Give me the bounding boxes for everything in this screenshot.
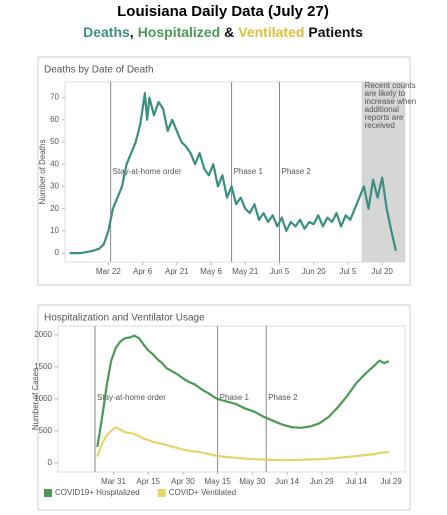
x-tick-label: Jun 5 — [270, 267, 290, 276]
x-tick-label: Apr 6 — [133, 267, 153, 276]
legend-swatch — [44, 489, 52, 497]
page-title: Louisiana Daily Data (July 27) — [117, 3, 329, 20]
subtitle-part: Patients — [308, 24, 363, 40]
y-tick-label: 30 — [50, 182, 59, 191]
legend-swatch — [157, 489, 166, 497]
series-line — [69, 92, 397, 255]
y-tick-label: 40 — [50, 159, 59, 168]
subtitle-part: Deaths — [83, 24, 130, 40]
x-tick-label: May 21 — [232, 267, 259, 276]
legend-label: COVID19+ Hospitalized — [55, 488, 140, 497]
y-tick-label: 1000 — [34, 394, 52, 403]
subtitle-part: Ventilated — [238, 24, 304, 40]
event-label: Phase 2 — [268, 393, 298, 402]
event-label: Stay-at-home order — [113, 167, 182, 176]
y-tick-label: 20 — [50, 204, 59, 213]
x-tick-label: May 6 — [200, 267, 222, 276]
x-tick-label: May 15 — [205, 477, 232, 486]
event-label: Phase 2 — [281, 167, 311, 176]
legend-label: COVID+ Ventilated — [169, 488, 236, 497]
x-tick-label: Jun 14 — [275, 477, 300, 486]
x-tick-label: Mar 22 — [96, 267, 121, 276]
series-line — [96, 426, 389, 462]
page-subtitle: Deaths, Hospitalized & Ventilated Patients — [83, 24, 363, 40]
subtitle-part: & — [224, 24, 234, 40]
x-tick-label: Jul 20 — [372, 267, 394, 276]
plot-area — [64, 81, 406, 263]
y-tick-label: 0 — [55, 248, 60, 257]
y-tick-label: 10 — [50, 226, 59, 235]
chart-title: Deaths by Date of Death — [44, 65, 154, 76]
y-tick-label: 500 — [39, 426, 53, 435]
x-tick-label: Jul 29 — [380, 477, 402, 486]
subtitle-part: Hospitalized — [138, 24, 220, 40]
y-tick-label: 1500 — [34, 362, 52, 371]
x-tick-label: Mar 31 — [101, 477, 126, 486]
shade-label: Recent counts are likely to increase when a… — [365, 81, 417, 130]
y-tick-label: 2000 — [34, 330, 52, 339]
y-tick-label: 0 — [48, 458, 53, 467]
x-tick-label: Jul 14 — [346, 477, 368, 486]
y-axis-label: Number of Cases — [31, 368, 40, 430]
y-tick-label: 60 — [50, 115, 59, 124]
x-tick-label: Apr 30 — [171, 477, 195, 486]
y-tick-label: 70 — [50, 93, 59, 102]
x-tick-label: Apr 15 — [136, 477, 160, 486]
x-tick-label: Jun 20 — [302, 267, 327, 276]
event-label: Stay-at-home order — [97, 393, 166, 402]
event-label: Phase 1 — [234, 167, 264, 176]
x-tick-label: May 30 — [239, 477, 266, 486]
y-tick-label: 50 — [50, 137, 59, 146]
series-line — [96, 334, 390, 448]
chart-title: Hospitalization and Ventilator Usage — [44, 313, 205, 324]
x-tick-label: Jun 29 — [310, 477, 335, 486]
event-label: Phase 1 — [220, 393, 250, 402]
shaded-region — [361, 82, 405, 262]
subtitle-part: , — [130, 24, 134, 40]
x-tick-label: Jul 5 — [339, 267, 356, 276]
y-axis-label: Number of Deaths — [38, 140, 47, 205]
x-tick-label: Apr 21 — [165, 267, 189, 276]
